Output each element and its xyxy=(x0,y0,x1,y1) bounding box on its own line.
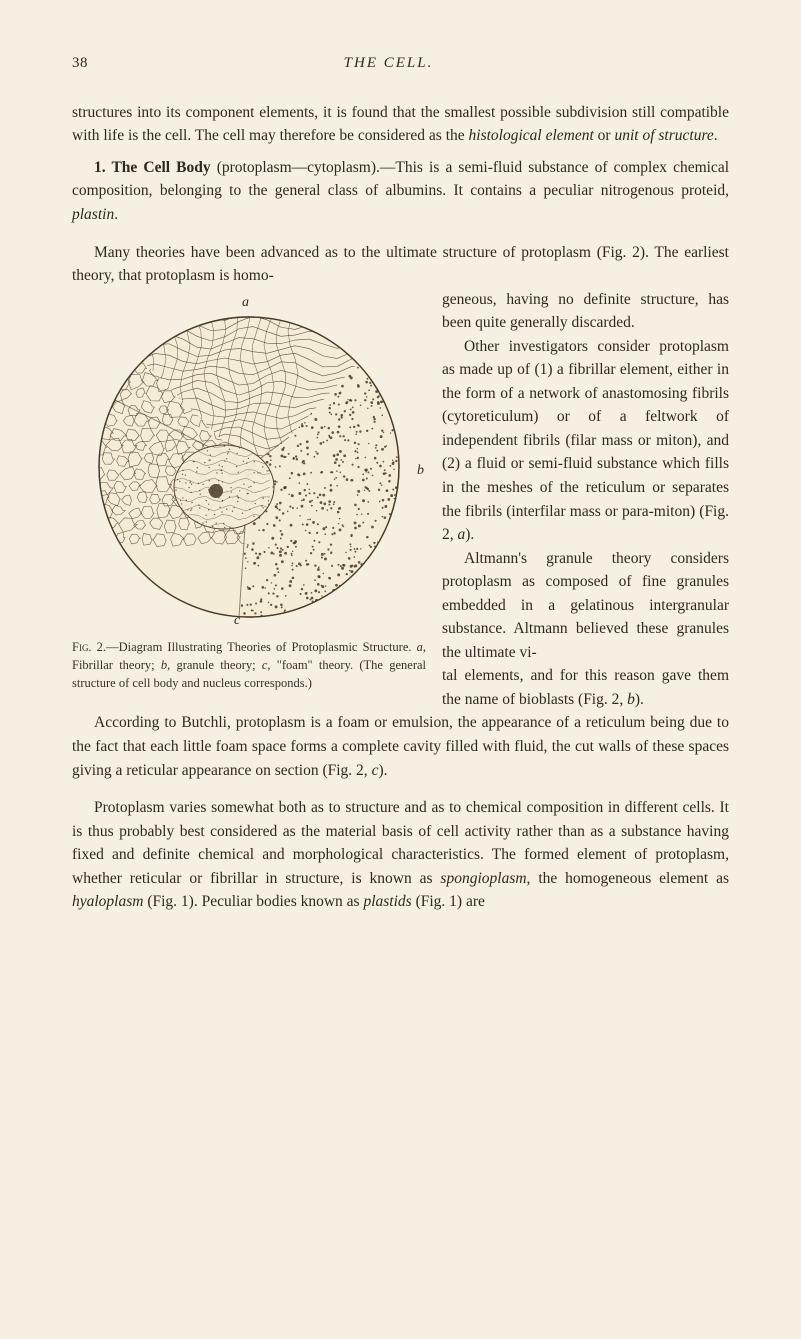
figure-label-b: b xyxy=(417,460,424,481)
p7-ital2: hyaloplasm xyxy=(72,893,143,910)
page-number: 38 xyxy=(72,52,88,75)
figure-2: a b c Fig. 2.—Diagram Illustrating Theor… xyxy=(72,292,426,692)
paragraph-6: According to Butchli, protoplasm is a fo… xyxy=(72,711,729,782)
figure-caption: Fig. 2.—Diagram Illustrating Theories of… xyxy=(72,638,426,692)
p7-ital3: plastids xyxy=(363,893,411,910)
p5-cont-ital: b xyxy=(627,691,635,708)
p7c: (Fig. 1). Peculiar bodies known as xyxy=(143,893,363,910)
p4b: ). xyxy=(465,526,474,543)
p7d: (Fig. 1) are xyxy=(412,893,485,910)
p1-ital1: histological element xyxy=(469,127,594,144)
p6: According to Butchli, protoplasm is a fo… xyxy=(72,714,729,778)
figure-label-a: a xyxy=(242,292,249,313)
p1-run2: or xyxy=(594,127,615,144)
paragraph-sec1: 1. The Cell Body (protoplasm—cytoplasm).… xyxy=(72,156,729,227)
paragraph-7: Protoplasm varies somewhat both as to st… xyxy=(72,796,729,914)
p3-cont: geneous, having no definite structure, h… xyxy=(442,291,729,332)
figure-label-c: c xyxy=(234,610,240,631)
p5-cont-b: ). xyxy=(635,691,644,708)
p7b: , the homogeneous element as xyxy=(527,870,729,887)
p5a: Altmann's granule theory considers proto… xyxy=(442,550,729,661)
running-title: THE CELL. xyxy=(88,52,729,75)
p6b: ). xyxy=(378,762,387,779)
section-1-label: 1. The Cell Body xyxy=(94,159,217,176)
sec1-ital: plastin xyxy=(72,206,114,223)
cell-diagram-svg xyxy=(84,292,414,634)
caption-lead: Fig. 2. xyxy=(72,640,106,654)
figure-svg-wrap: a b c xyxy=(72,292,426,634)
paragraph-3-lead: Many theories have been advanced as to t… xyxy=(72,241,729,288)
p3-text: Many theories have been advanced as to t… xyxy=(72,244,729,285)
p4a: Other investigators consider protoplasm … xyxy=(442,338,729,543)
paragraph-1: structures into its component elements, … xyxy=(72,101,729,148)
page-header: 38 THE CELL. xyxy=(72,52,729,75)
caption-b-txt: , granule theory; xyxy=(167,658,262,672)
p1-ital2: unit of structure xyxy=(614,127,713,144)
p5-cont-a: tal elements, and for this reason gave t… xyxy=(442,667,729,708)
caption-body: —Diagram Illustrating Theories of Protop… xyxy=(106,640,417,654)
sec1-end: . xyxy=(114,206,118,223)
p1-run3: . xyxy=(714,127,718,144)
p7-ital1: spongioplasm xyxy=(440,870,526,887)
